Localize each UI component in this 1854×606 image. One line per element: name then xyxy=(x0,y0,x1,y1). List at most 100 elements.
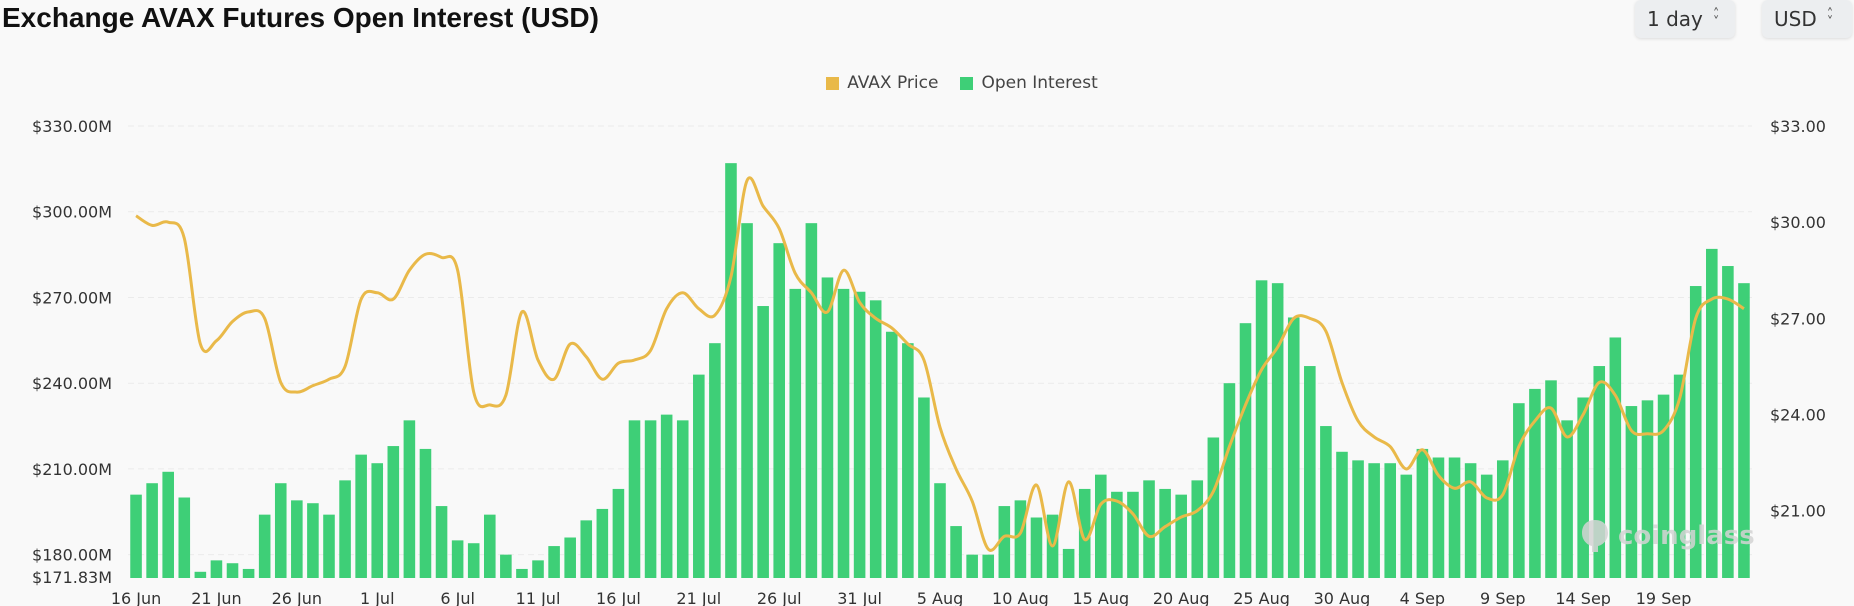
oi-bar xyxy=(242,568,255,578)
oi-bar xyxy=(387,446,400,578)
oi-bar xyxy=(226,563,239,578)
oi-bar xyxy=(660,414,673,578)
oi-bar xyxy=(1400,474,1413,578)
oi-bar xyxy=(1271,283,1284,578)
oi-bar xyxy=(1448,457,1461,578)
y-left-tick-label: $240.00M xyxy=(32,374,112,393)
chevron-up-down-icon: ˄ ˅ xyxy=(1712,7,1720,30)
oi-bar xyxy=(789,288,802,578)
oi-bar xyxy=(291,500,303,578)
oi-bar xyxy=(853,291,866,578)
oi-bar xyxy=(194,571,207,578)
x-tick-label: 16 Jun xyxy=(111,589,161,606)
x-tick-label: 26 Jul xyxy=(757,589,802,606)
oi-bar xyxy=(725,163,737,578)
x-tick-label: 30 Aug xyxy=(1314,589,1371,606)
legend-swatch-avax-price xyxy=(826,76,840,90)
oi-bar xyxy=(1609,337,1622,578)
chart-legend: AVAX Price Open Interest xyxy=(0,73,1854,93)
y-left-tick-label: $210.00M xyxy=(32,460,112,479)
oi-bar xyxy=(339,480,351,578)
y-right-tick-label: $30.00 xyxy=(1770,213,1826,232)
y-left-tick-label: $270.00M xyxy=(32,288,112,307)
oi-bar xyxy=(612,488,625,578)
oi-bar xyxy=(1159,488,1171,578)
oi-bar xyxy=(934,483,946,578)
oi-bar xyxy=(1078,488,1091,578)
x-tick-label: 21 Jun xyxy=(191,589,241,606)
oi-bar xyxy=(821,277,834,578)
x-tick-label: 11 Jul xyxy=(516,589,561,606)
oi-bar xyxy=(1545,380,1557,578)
oi-bar xyxy=(902,343,914,578)
x-tick-label: 19 Sep xyxy=(1636,589,1692,606)
oi-bar xyxy=(548,546,560,578)
interval-select[interactable]: 1 day ˄ ˅ xyxy=(1635,0,1735,38)
oi-bar xyxy=(451,540,464,578)
oi-bar xyxy=(355,454,367,578)
oi-bar xyxy=(130,494,142,578)
oi-bar xyxy=(1641,400,1654,578)
oi-bar xyxy=(435,506,448,578)
oi-bar xyxy=(467,543,480,578)
oi-bar xyxy=(1095,474,1107,578)
oi-bar xyxy=(1030,517,1043,578)
oi-bar xyxy=(419,448,432,578)
oi-bar xyxy=(323,514,335,578)
oi-bar xyxy=(1111,491,1123,578)
watermark-text: coinglass xyxy=(1618,521,1755,551)
legend-item-open-interest[interactable]: Open Interest xyxy=(960,73,1098,93)
y-right-tick-label: $24.00 xyxy=(1770,406,1826,425)
oi-bar xyxy=(950,526,962,578)
x-tick-label: 1 Jul xyxy=(360,589,395,606)
coinglass-watermark: coinglass xyxy=(1580,518,1755,554)
x-tick-label: 5 Aug xyxy=(917,589,964,606)
oi-bar xyxy=(1239,323,1252,578)
oi-bar xyxy=(1062,548,1075,578)
oi-bar xyxy=(580,520,593,578)
oi-bar xyxy=(1127,491,1139,578)
oi-bar xyxy=(1496,460,1509,578)
x-tick-label: 20 Aug xyxy=(1153,589,1210,606)
oi-bar xyxy=(146,483,158,578)
x-tick-label: 15 Aug xyxy=(1072,589,1129,606)
oi-bar xyxy=(1014,500,1027,578)
y-left-tick-label: $180.00M xyxy=(32,546,112,565)
oi-bar xyxy=(982,554,995,578)
oi-bar xyxy=(1352,460,1364,578)
legend-swatch-open-interest xyxy=(960,76,974,90)
oi-bar xyxy=(1673,374,1686,578)
oi-bar xyxy=(210,560,223,578)
oi-bar xyxy=(1175,494,1187,578)
legend-item-avax-price[interactable]: AVAX Price xyxy=(826,73,938,93)
oi-bar xyxy=(371,463,384,578)
oi-bar xyxy=(483,514,496,578)
y-right-tick-label: $27.00 xyxy=(1770,309,1826,328)
oi-bar xyxy=(628,420,641,578)
oi-bar xyxy=(1625,406,1638,578)
oi-bar xyxy=(1480,474,1493,578)
y-left-min-label: $171.83M xyxy=(32,568,112,587)
oi-bar xyxy=(693,374,705,578)
oi-bar xyxy=(773,243,785,578)
oi-bar xyxy=(885,331,898,578)
x-tick-label: 25 Aug xyxy=(1233,589,1290,606)
oi-bar xyxy=(403,420,416,578)
oi-bar xyxy=(1336,451,1348,578)
y-left-tick-label: $300.00M xyxy=(32,203,112,222)
page-title: Exchange AVAX Futures Open Interest (USD… xyxy=(2,2,599,33)
oi-bar xyxy=(1223,383,1236,578)
oi-bar xyxy=(162,471,174,578)
oi-bar xyxy=(1561,420,1573,578)
x-tick-label: 6 Jul xyxy=(440,589,475,606)
x-tick-label: 21 Jul xyxy=(676,589,721,606)
currency-select[interactable]: USD ˄ ˅ xyxy=(1762,0,1852,38)
legend-label-open-interest: Open Interest xyxy=(981,73,1098,93)
oi-bar xyxy=(1657,394,1670,578)
oi-bar xyxy=(805,223,818,578)
oi-bar xyxy=(1513,403,1525,578)
oi-bar xyxy=(178,497,191,578)
oi-bar xyxy=(307,503,319,578)
oi-bar xyxy=(869,300,882,578)
